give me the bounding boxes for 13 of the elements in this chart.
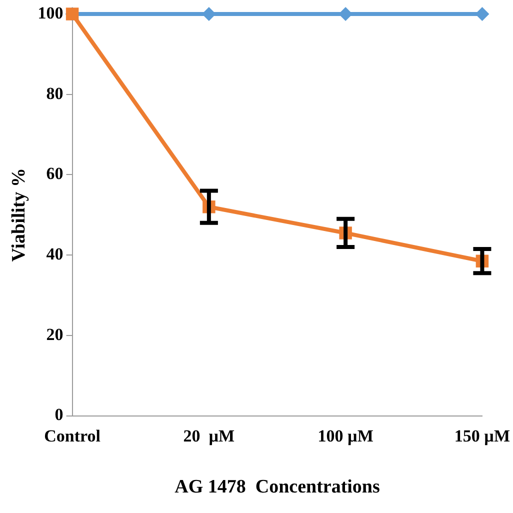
- x-tick-label: Control: [44, 426, 101, 446]
- x-tick-label: 20 µM: [183, 426, 235, 446]
- y-tick-label: 20: [46, 324, 64, 344]
- x-axis-title: AG 1478 Concentrations: [174, 476, 380, 498]
- y-tick-label: 40: [46, 244, 64, 264]
- y-tick-label: 100: [38, 3, 64, 22]
- y-tick-label: 60: [46, 164, 64, 184]
- point: [475, 7, 490, 21]
- x-tick-label: 150 µM: [454, 426, 510, 446]
- x-tick-label: 100 µM: [318, 426, 374, 446]
- y-axis-title: Viability %: [8, 168, 30, 262]
- y-tick-label: 80: [46, 84, 64, 103]
- y-tick-label: 0: [54, 405, 64, 424]
